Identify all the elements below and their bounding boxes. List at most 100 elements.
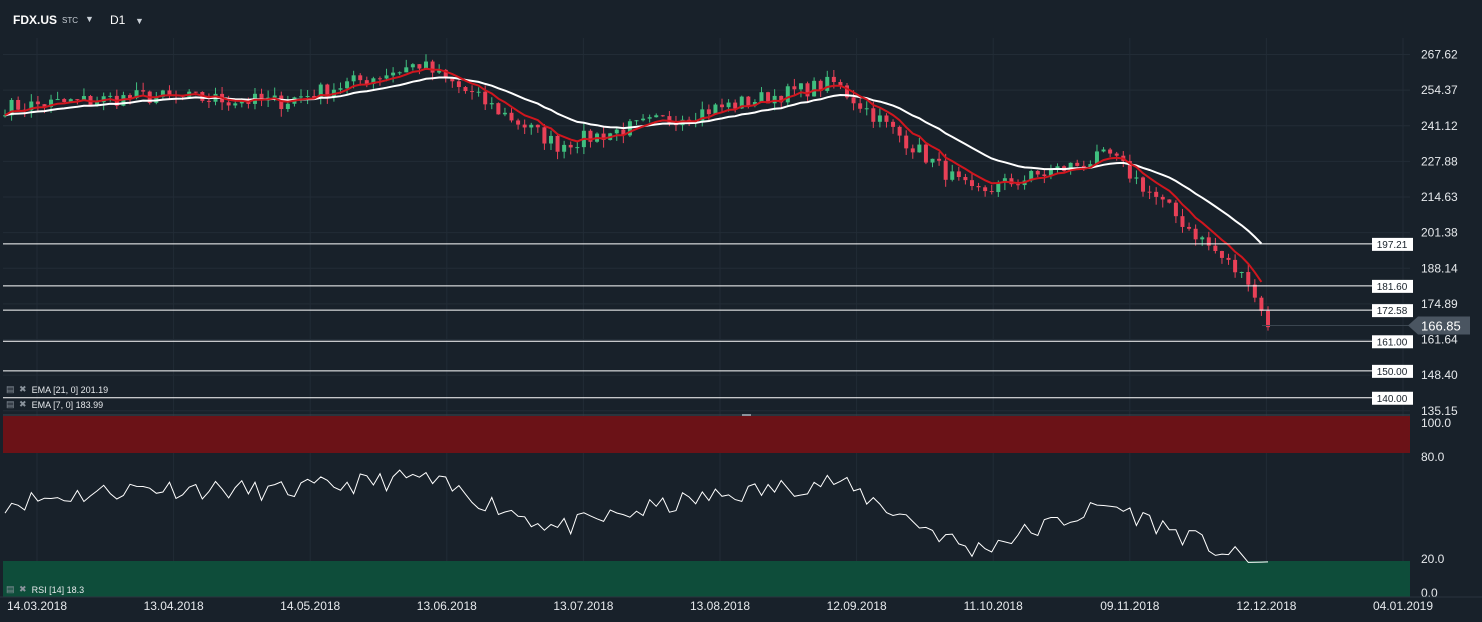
candle-body	[1160, 196, 1165, 200]
candle-body	[1101, 149, 1106, 152]
time-tick-label: 14.03.2018	[7, 599, 67, 613]
candle-body	[779, 95, 784, 103]
candle-body	[601, 133, 606, 140]
price-tick-label: 267.62	[1421, 48, 1458, 62]
candle-body	[950, 171, 955, 180]
candle-body	[963, 177, 968, 181]
candle-body	[647, 117, 652, 119]
candle-body	[443, 69, 448, 78]
candle-body	[1127, 160, 1132, 179]
candle-body	[1219, 251, 1224, 258]
candle-body	[805, 83, 810, 97]
price-tick-label: 241.12	[1421, 119, 1458, 133]
candle-body	[1266, 310, 1270, 328]
asset-type-label: STC	[62, 16, 78, 25]
candle-body	[1213, 245, 1218, 252]
price-axis: 267.62 254.37 241.12 227.88 214.63 201.38 188.…	[1421, 48, 1458, 418]
candle-body	[450, 77, 455, 82]
rsi-axis: 100.0 80.0 20.0 0.0	[1421, 416, 1451, 600]
candle-body	[917, 144, 922, 153]
ema-fast-legend: ▤ ✖ EMA [7, 0] 183.99	[6, 399, 103, 410]
candle-body	[752, 102, 757, 106]
candle-body	[1226, 257, 1231, 260]
panel-resize-handle[interactable]	[742, 414, 751, 416]
candle-body	[1233, 259, 1238, 273]
rsi-legend: ▤ ✖ RSI [14] 18.3	[6, 584, 84, 595]
time-axis: 14.03.2018 13.04.2018 14.05.2018 13.06.2018…	[0, 596, 1482, 613]
candle-body	[1200, 237, 1205, 240]
rsi-oversold-band	[3, 561, 1410, 597]
candle-body	[700, 109, 705, 121]
candle-body	[272, 95, 277, 98]
settings-icon[interactable]: ▤	[6, 384, 16, 394]
level-tag	[1372, 304, 1413, 318]
candle-body	[285, 103, 290, 110]
candle-body	[1167, 199, 1172, 203]
settings-icon[interactable]: ▤	[6, 584, 16, 594]
candle-body	[1081, 165, 1086, 168]
candle-body	[259, 93, 264, 101]
level-tag	[1372, 237, 1413, 251]
candle-body	[713, 104, 718, 115]
time-tick-label: 12.09.2018	[827, 599, 887, 613]
candle-body	[516, 120, 521, 125]
candle-body	[555, 135, 560, 152]
time-tick-label: 04.01.2019	[1373, 599, 1433, 613]
settings-icon[interactable]: ▤	[6, 399, 16, 409]
ema-fast-label: EMA [7, 0] 183.99	[31, 399, 104, 410]
candle-body	[75, 99, 80, 101]
candle-body	[206, 100, 211, 102]
candle-body	[1239, 272, 1244, 274]
candle-body	[55, 99, 60, 101]
candle-body	[456, 81, 461, 88]
candle-body	[634, 120, 639, 122]
candle-body	[62, 99, 67, 102]
candle-body	[1009, 178, 1014, 185]
level-label: 161.00	[1377, 337, 1408, 348]
candle-body	[29, 101, 34, 111]
candle-body	[937, 158, 942, 161]
candle-body	[364, 80, 369, 84]
candle-body	[325, 84, 330, 97]
horizontal-levels: 197.21 181.60 172.58 161.00 150.00 140.00	[3, 237, 1413, 405]
candle-body	[1193, 228, 1198, 240]
candle-body	[463, 87, 468, 92]
candle-body	[226, 102, 231, 106]
candle-body	[996, 182, 1001, 193]
candle-body	[877, 115, 882, 122]
candle-body	[81, 96, 86, 100]
candle-body	[476, 91, 481, 93]
time-tick-label: 14.05.2018	[280, 599, 340, 613]
chevron-down-icon[interactable]: ▼	[135, 16, 144, 26]
chevron-down-icon[interactable]: ▼	[85, 14, 94, 24]
current-price-label: 166.85	[1421, 319, 1461, 334]
candle-body	[121, 95, 126, 106]
ema-fast-line	[4, 67, 1263, 283]
candle-body	[891, 121, 896, 127]
symbol-selector[interactable]: FDX.US	[13, 13, 58, 27]
close-icon[interactable]: ✖	[19, 399, 28, 409]
level-label: 197.21	[1377, 240, 1408, 251]
candle-body	[1246, 272, 1251, 285]
close-icon[interactable]: ✖	[19, 384, 28, 394]
candle-body	[424, 61, 428, 69]
candle-body	[509, 112, 514, 121]
candle-body	[358, 75, 363, 81]
timeframe-selector[interactable]: D1	[110, 13, 126, 27]
candle-body	[430, 61, 435, 73]
candle-body	[437, 69, 442, 73]
candle-body	[1108, 149, 1113, 154]
candle-body	[568, 144, 573, 148]
candle-body	[1016, 184, 1021, 186]
candle-body	[739, 96, 744, 109]
time-tick-label: 13.08.2018	[690, 599, 750, 613]
candle-body	[1048, 169, 1053, 177]
candle-body	[956, 171, 961, 178]
candle-body	[910, 148, 915, 153]
candle-body	[483, 91, 488, 105]
candle-body	[1042, 174, 1047, 177]
candle-body	[134, 90, 139, 99]
candle-body	[667, 116, 672, 123]
close-icon[interactable]: ✖	[19, 584, 28, 594]
